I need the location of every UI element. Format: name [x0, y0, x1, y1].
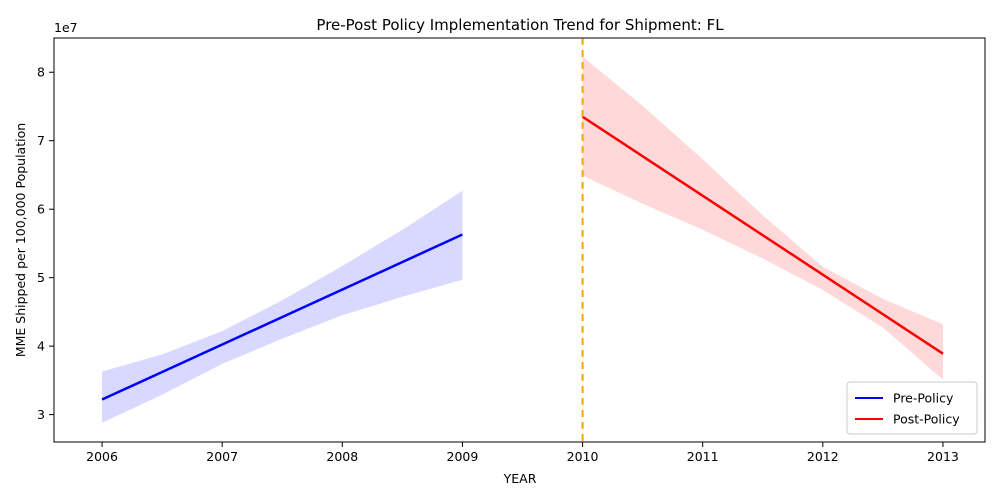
series-lines	[101, 115, 944, 401]
post-policy-confidence-band	[582, 56, 943, 380]
x-tick-label: 2011	[687, 449, 719, 464]
y-axis-offset-label: 1e7	[54, 20, 78, 35]
legend: Pre-Policy Post-Policy	[846, 381, 978, 435]
post-policy-trend-line	[581, 115, 944, 355]
chart-title: Pre-Post Policy Implementation Trend for…	[316, 16, 724, 34]
x-axis-label: YEAR	[503, 471, 537, 486]
legend-box	[846, 381, 978, 435]
x-axis-ticks: 2006 2007 2008 2009 2010 2011 2012 2013	[86, 442, 959, 464]
x-tick-label: 2007	[206, 449, 238, 464]
y-axis-ticks: 3 4 5 6 7 8	[37, 65, 54, 422]
x-tick-label: 2009	[447, 449, 479, 464]
y-tick-label: 6	[37, 202, 45, 217]
y-tick-label: 7	[37, 133, 45, 148]
x-tick-label: 2012	[807, 449, 839, 464]
pre-policy-confidence-band	[102, 190, 463, 423]
x-tick-label: 2008	[326, 449, 358, 464]
pre-policy-trend-line	[101, 233, 463, 401]
x-tick-label: 2010	[567, 449, 599, 464]
x-tick-label: 2006	[86, 449, 118, 464]
x-tick-label: 2013	[927, 449, 959, 464]
post-policy-legend-label: Post-Policy	[893, 412, 960, 427]
y-tick-label: 8	[37, 65, 45, 80]
pre-policy-legend-label: Pre-Policy	[893, 391, 954, 406]
y-tick-label: 3	[37, 407, 45, 422]
y-tick-label: 5	[37, 270, 45, 285]
y-axis-label: MME Shipped per 100,000 Population	[13, 123, 28, 357]
y-tick-label: 4	[37, 339, 45, 354]
confidence-bands	[102, 56, 943, 423]
plot-frame	[53, 37, 986, 443]
